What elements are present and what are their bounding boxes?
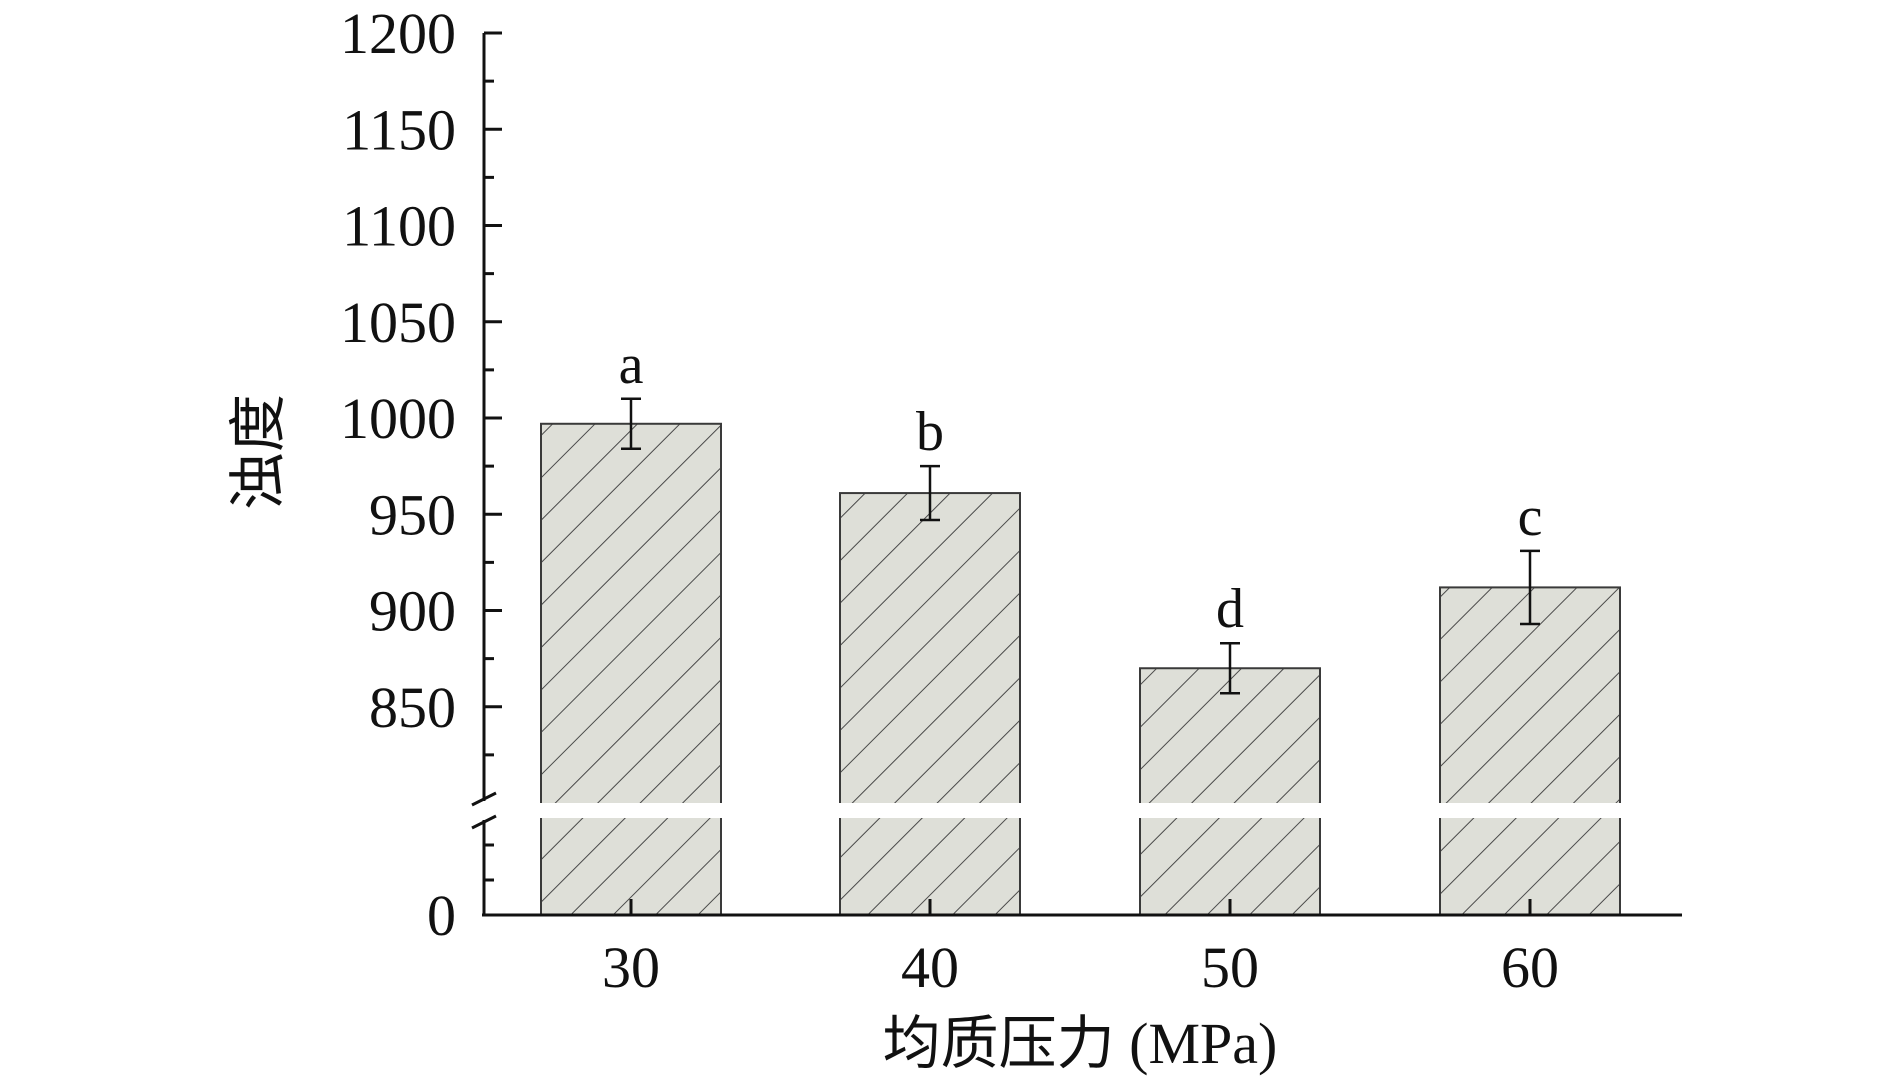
error-bar-60 (1520, 549, 1540, 626)
error-bar-30 (621, 397, 641, 451)
significance-label-30: a (619, 334, 644, 396)
x-tick-label-30: 30 (602, 935, 660, 1000)
error-bar-40 (920, 464, 940, 522)
error-bars (621, 397, 1540, 695)
axis-break-gap (486, 803, 1684, 818)
break-mark-upper (471, 791, 497, 807)
bar-40 (839, 492, 1021, 916)
x-tick-label-60: 60 (1501, 935, 1559, 1000)
significance-labels: a b d c (619, 334, 1543, 640)
y-tick-label-850: 850 (369, 675, 456, 740)
significance-label-40: b (916, 401, 944, 463)
y-axis-title: 浊度 (226, 394, 291, 510)
y-ticks: 0 850 900 950 1000 1050 1100 1150 1200 (340, 1, 502, 948)
bar-30 (540, 422, 722, 916)
x-axis-title: 均质压力 (MPa) (883, 1011, 1278, 1076)
x-axis: 30 40 50 60 (482, 899, 1682, 1000)
significance-label-50: d (1216, 578, 1244, 640)
x-ticks: 30 40 50 60 (602, 899, 1559, 1000)
x-tick-label-40: 40 (901, 935, 959, 1000)
y-tick-label-1000: 1000 (340, 386, 456, 451)
y-tick-label-900: 900 (369, 579, 456, 644)
significance-label-60: c (1518, 486, 1543, 548)
break-mark-lower (471, 814, 497, 830)
x-tick-label-50: 50 (1201, 935, 1259, 1000)
y-tick-label-1100: 1100 (342, 194, 456, 259)
bars-layer (540, 422, 1621, 917)
y-axis: 0 850 900 950 1000 1050 1100 1150 1200 (340, 1, 502, 948)
y-tick-label-0: 0 (427, 883, 456, 948)
bar-60 (1439, 586, 1621, 917)
y-tick-label-1050: 1050 (340, 290, 456, 355)
y-tick-label-1150: 1150 (342, 97, 456, 162)
error-bar-50 (1220, 641, 1240, 695)
y-tick-label-950: 950 (369, 482, 456, 547)
y-axis-break-marks (471, 791, 497, 830)
axis-break-band (486, 803, 1684, 818)
bar-50 (1139, 667, 1321, 916)
y-tick-label-1200: 1200 (340, 1, 456, 66)
